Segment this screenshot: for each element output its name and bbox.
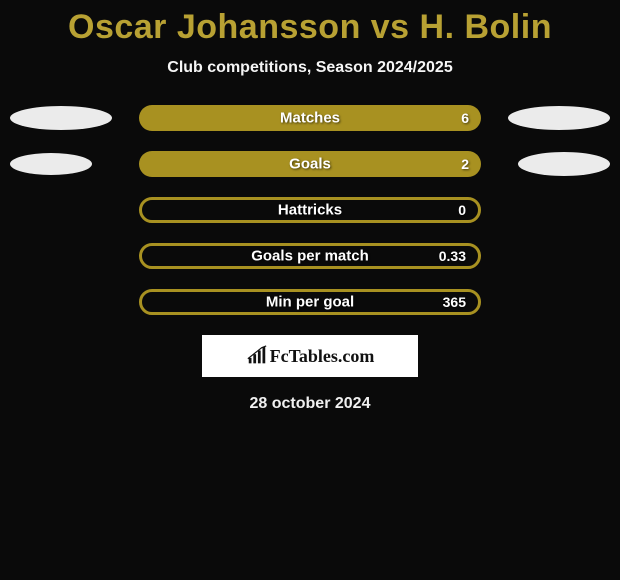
stat-value: 2	[461, 156, 469, 172]
stat-bar: Goals per match 0.33	[139, 243, 481, 269]
page-title: Oscar Johansson vs H. Bolin	[0, 0, 620, 47]
stat-label: Goals	[289, 156, 331, 173]
stat-bar: Hattricks 0	[139, 197, 481, 223]
date-label: 28 october 2024	[0, 395, 620, 413]
stat-row: Min per goal 365	[0, 289, 620, 315]
brand-text: FcTables.com	[270, 346, 375, 367]
stat-value: 6	[461, 110, 469, 126]
stat-row: Hattricks 0	[0, 197, 620, 223]
stat-value: 0.33	[439, 248, 466, 264]
brand-box[interactable]: FcTables.com	[202, 335, 418, 377]
stats-area: Matches 6 Goals 2 Hattricks 0 Goals per match 0…	[0, 105, 620, 315]
right-ellipse	[508, 106, 610, 130]
stat-label: Matches	[280, 110, 340, 127]
right-ellipse	[518, 152, 610, 176]
stat-row: Matches 6	[0, 105, 620, 131]
left-ellipse	[10, 106, 112, 130]
stat-value: 0	[458, 202, 466, 218]
stat-bar: Matches 6	[139, 105, 481, 131]
stat-row: Goals 2	[0, 151, 620, 177]
stat-label: Hattricks	[278, 202, 342, 219]
subtitle: Club competitions, Season 2024/2025	[0, 59, 620, 77]
chart-bars-icon	[246, 345, 268, 367]
stat-value: 365	[443, 294, 466, 310]
stat-row: Goals per match 0.33	[0, 243, 620, 269]
stat-label: Min per goal	[266, 294, 354, 311]
stat-bar: Goals 2	[139, 151, 481, 177]
stat-bar: Min per goal 365	[139, 289, 481, 315]
left-ellipse	[10, 153, 92, 175]
stat-label: Goals per match	[251, 248, 369, 265]
